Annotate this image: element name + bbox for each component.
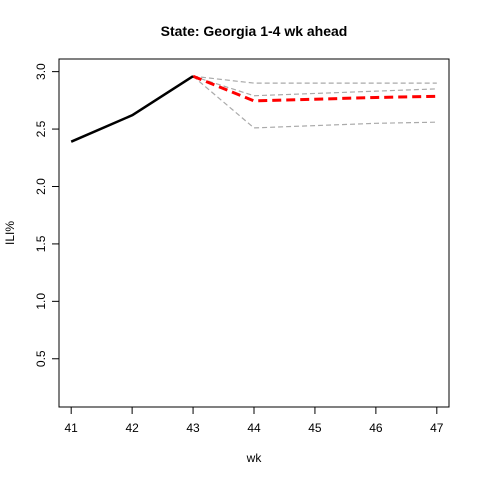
plot-lines xyxy=(70,74,437,143)
y-tick-label: 3.0 xyxy=(34,63,48,80)
interval-upper-line xyxy=(192,75,437,84)
interval-lower-line xyxy=(192,75,437,129)
x-tick-label: 44 xyxy=(247,421,261,435)
y-tick-label: 2.0 xyxy=(34,178,48,195)
y-tick-label: 1.5 xyxy=(34,235,48,252)
x-axis-label: wk xyxy=(246,451,263,465)
observed-line xyxy=(70,75,194,143)
y-tick-label: 0.5 xyxy=(34,350,48,367)
x-tick-label: 45 xyxy=(308,421,322,435)
x-tick-label: 42 xyxy=(125,421,139,435)
y-tick-label: 2.5 xyxy=(34,120,48,137)
plot-frame xyxy=(58,58,450,408)
forecast-line xyxy=(192,74,437,103)
x-tick-label: 46 xyxy=(369,421,383,435)
x-tick-label: 43 xyxy=(186,421,200,435)
interval-mid-line xyxy=(192,75,437,97)
y-axis-label: ILI% xyxy=(3,221,17,245)
chart-title: State: Georgia 1-4 wk ahead xyxy=(161,23,348,39)
y-tick-label: 1.0 xyxy=(34,293,48,310)
x-tick-label: 47 xyxy=(430,421,444,435)
x-tick-label: 41 xyxy=(65,421,79,435)
y-axis: 0.5 1.0 1.5 2.0 2.5 3.0 xyxy=(34,63,60,367)
x-axis: 41 42 43 44 45 46 47 xyxy=(65,406,444,435)
